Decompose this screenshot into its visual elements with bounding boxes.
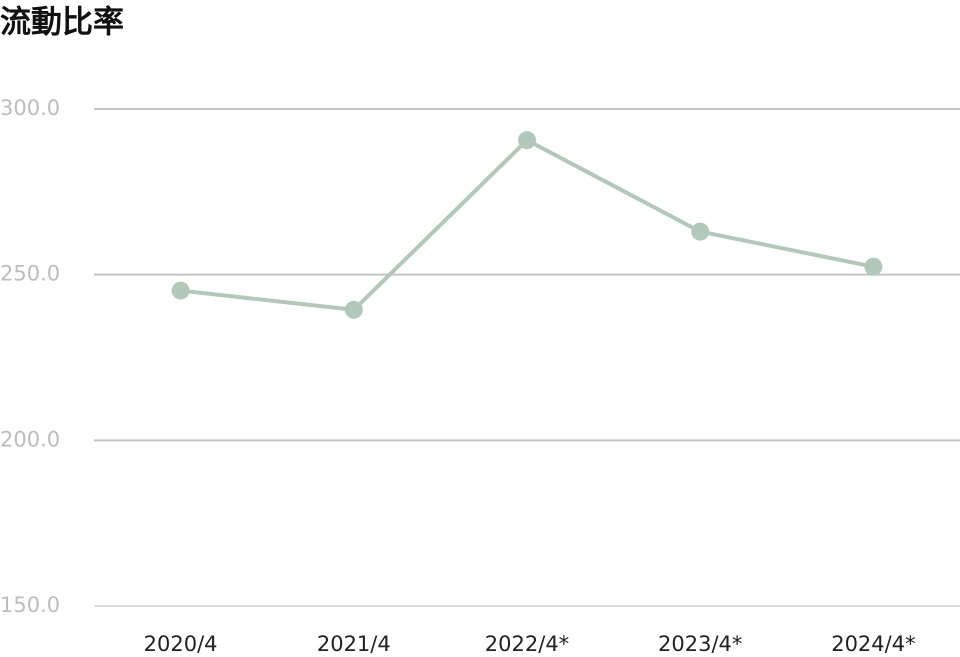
chart-title: 流動比率 (0, 5, 124, 41)
x-tick-label: 2024/4* (831, 632, 915, 656)
data-point (171, 281, 190, 300)
x-tick-label: 2021/4 (317, 632, 391, 656)
data-line (180, 138, 874, 312)
data-point (691, 222, 710, 241)
data-point (344, 300, 363, 319)
y-tick-label: 250.0 (0, 262, 60, 286)
x-tick-label: 2023/4* (658, 632, 742, 656)
y-tick-label: 300.0 (0, 96, 60, 120)
data-point (864, 257, 883, 276)
y-tick-label: 150.0 (0, 593, 60, 617)
y-tick-label: 200.0 (0, 427, 60, 451)
x-tick-label: 2022/4* (485, 632, 569, 656)
data-point (518, 131, 536, 150)
x-tick-label: 2020/4 (144, 632, 218, 656)
